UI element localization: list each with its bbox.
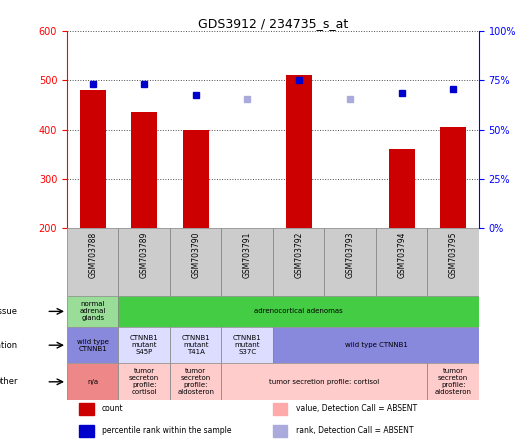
Bar bbox=[79, 403, 94, 415]
Bar bbox=[183, 130, 209, 228]
Text: n/a: n/a bbox=[87, 379, 98, 385]
Text: GSM703794: GSM703794 bbox=[397, 232, 406, 278]
Text: GSM703788: GSM703788 bbox=[88, 232, 97, 278]
Bar bbox=[67, 296, 118, 327]
Text: adrenocortical adenomas: adrenocortical adenomas bbox=[254, 309, 343, 314]
Bar bbox=[376, 228, 427, 296]
Bar bbox=[131, 112, 157, 228]
Title: GDS3912 / 234735_s_at: GDS3912 / 234735_s_at bbox=[198, 17, 348, 30]
Text: tissue: tissue bbox=[0, 307, 18, 316]
Text: rank, Detection Call = ABSENT: rank, Detection Call = ABSENT bbox=[296, 426, 413, 436]
Bar bbox=[324, 228, 376, 296]
Text: GSM703791: GSM703791 bbox=[243, 232, 252, 278]
Bar bbox=[273, 403, 287, 415]
Text: GSM703795: GSM703795 bbox=[449, 232, 458, 278]
Bar bbox=[273, 425, 287, 437]
Text: other: other bbox=[0, 377, 18, 386]
Text: wild type CTNNB1: wild type CTNNB1 bbox=[345, 342, 407, 348]
Text: tumor secretion profile: cortisol: tumor secretion profile: cortisol bbox=[269, 379, 380, 385]
Bar bbox=[170, 228, 221, 296]
Text: value, Detection Call = ABSENT: value, Detection Call = ABSENT bbox=[296, 404, 417, 413]
Text: GSM703789: GSM703789 bbox=[140, 232, 149, 278]
Bar bbox=[273, 228, 324, 296]
Bar bbox=[118, 228, 170, 296]
Bar bbox=[221, 228, 273, 296]
Text: CTNNB1
mutant
T41A: CTNNB1 mutant T41A bbox=[181, 335, 210, 355]
Text: normal
adrenal
glands: normal adrenal glands bbox=[79, 301, 106, 321]
Bar bbox=[286, 75, 312, 228]
Text: percentile rank within the sample: percentile rank within the sample bbox=[102, 426, 231, 436]
Text: wild type
CTNNB1: wild type CTNNB1 bbox=[77, 339, 109, 352]
Bar bbox=[67, 228, 118, 296]
Bar bbox=[118, 296, 479, 327]
Text: tumor
secreton
profile:
aldosteron: tumor secreton profile: aldosteron bbox=[435, 369, 472, 395]
Bar bbox=[221, 327, 273, 364]
Bar bbox=[118, 327, 170, 364]
Bar bbox=[427, 228, 479, 296]
Text: GSM703793: GSM703793 bbox=[346, 232, 355, 278]
Text: tumor
secreton
profile:
aldosteron: tumor secreton profile: aldosteron bbox=[177, 369, 214, 395]
Bar bbox=[273, 327, 479, 364]
Bar bbox=[67, 327, 118, 364]
Bar bbox=[170, 364, 221, 400]
Bar bbox=[389, 149, 415, 228]
Bar bbox=[427, 364, 479, 400]
Text: CTNNB1
mutant
S45P: CTNNB1 mutant S45P bbox=[130, 335, 159, 355]
Bar bbox=[221, 364, 427, 400]
Bar bbox=[118, 364, 170, 400]
Text: count: count bbox=[102, 404, 124, 413]
Bar bbox=[67, 364, 118, 400]
Bar bbox=[440, 127, 466, 228]
Bar bbox=[170, 327, 221, 364]
Text: GSM703790: GSM703790 bbox=[191, 232, 200, 278]
Text: CTNNB1
mutant
S37C: CTNNB1 mutant S37C bbox=[233, 335, 262, 355]
Text: GSM703792: GSM703792 bbox=[294, 232, 303, 278]
Text: tumor
secreton
profile:
cortisol: tumor secreton profile: cortisol bbox=[129, 369, 159, 395]
Bar bbox=[80, 90, 106, 228]
Bar bbox=[79, 425, 94, 437]
Text: genotype/variation: genotype/variation bbox=[0, 341, 18, 350]
